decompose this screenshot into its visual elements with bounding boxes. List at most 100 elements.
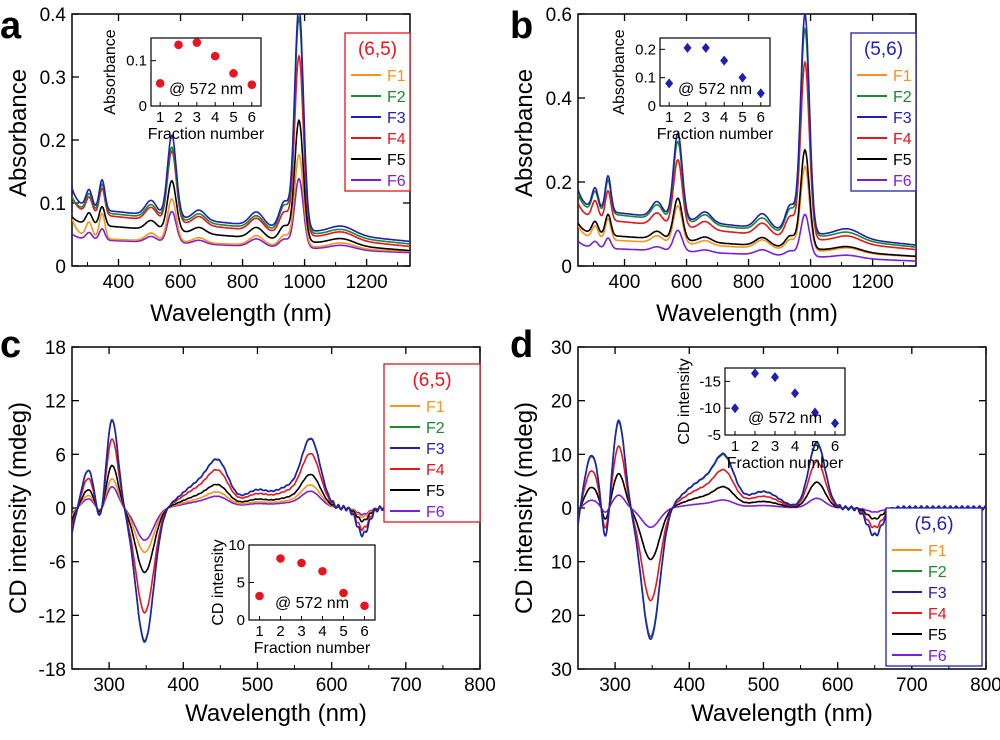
panel-letter: c xyxy=(0,324,21,366)
legend-label-F2: F2 xyxy=(928,564,947,581)
panel-letter: d xyxy=(510,324,533,366)
y-axis: -18 -12 -6 0 6 12 18 xyxy=(39,338,480,681)
inset-y-tick-label: 10 xyxy=(228,537,245,554)
inset-x-tick-label: 2 xyxy=(276,623,284,640)
inset-y-tick-label: -10 xyxy=(699,400,721,417)
y-tick-label: 0.3 xyxy=(40,68,66,89)
series-line-F5 xyxy=(72,118,410,252)
y-axis-label: Absorbance xyxy=(511,69,538,197)
inset-point xyxy=(731,403,739,414)
inset-point xyxy=(155,79,165,88)
y-tick-label: -18 xyxy=(39,660,66,681)
inset-x-tick-label: 2 xyxy=(174,109,182,126)
legend-label-F5: F5 xyxy=(426,483,445,500)
inset-point xyxy=(318,566,327,576)
inset-x-tick-label: 3 xyxy=(702,109,710,126)
y-tick-label: 0.2 xyxy=(40,131,66,152)
legend-title: (5,6) xyxy=(914,514,953,535)
inset-point xyxy=(811,407,819,418)
y-tick-label: -12 xyxy=(39,606,66,627)
inset-annotation: @ 572 nm xyxy=(275,595,349,612)
inset-frame xyxy=(150,37,262,107)
series-line-F2 xyxy=(72,15,410,245)
inset: 1 2 3 4 5 6 0 0.1 @ 572 nm Fraction number Absorba… xyxy=(102,29,265,143)
inset-x-tick-label: 4 xyxy=(211,109,219,126)
inset-x-tick-label: 6 xyxy=(757,109,765,126)
series-group xyxy=(72,14,410,254)
legend-label-F2: F2 xyxy=(387,89,406,106)
inset-y-tick-label: 0.1 xyxy=(635,70,656,87)
inset-point xyxy=(720,55,729,66)
inset-point xyxy=(229,69,238,78)
inset-x-tick-label: 5 xyxy=(229,109,237,126)
y-tick-label: 0.4 xyxy=(40,5,67,26)
x-axis: 400 600 800 1000 1200 xyxy=(593,14,905,293)
y-axis-label: CD intensity (mdeg) xyxy=(5,402,32,614)
y-tick-label: 0 xyxy=(55,499,66,520)
inset-y-tick-label: 0 xyxy=(139,98,147,115)
inset-point xyxy=(255,591,264,601)
legend-label-F5: F5 xyxy=(893,152,912,169)
legend-label-F3: F3 xyxy=(928,585,947,602)
inset-x-tick-label: 3 xyxy=(297,623,305,640)
x-tick-label: 600 xyxy=(165,272,197,293)
inset-point xyxy=(174,40,183,50)
inset-x-tick-label: 2 xyxy=(683,109,691,126)
inset-point xyxy=(360,601,369,611)
inset-x-tick-label: 3 xyxy=(771,438,779,455)
legend: (5,6) F1 F2 F3 F4 F5 F6 xyxy=(850,32,917,192)
inset: 1 2 3 4 5 6 0 0.1 0.2 @ 572 nm Fraction number Abso… xyxy=(611,29,774,143)
x-tick-label: 800 xyxy=(970,675,1000,696)
inset-point xyxy=(339,588,348,598)
x-tick-label: 1200 xyxy=(345,272,387,293)
inset-y-tick-label: -15 xyxy=(699,373,721,390)
inset-y-tick-label: -5 xyxy=(708,427,721,444)
x-tick-label: 700 xyxy=(390,675,422,696)
inset-y-tick-label: 0 xyxy=(237,612,245,629)
inset-point xyxy=(665,78,674,89)
y-tick-label: 12 xyxy=(45,392,66,413)
legend-label-F4: F4 xyxy=(387,131,406,148)
inset-x-tick-label: 3 xyxy=(193,109,201,126)
x-tick-label: 1200 xyxy=(851,272,893,293)
legend-label-F2: F2 xyxy=(893,89,912,106)
inset-point xyxy=(756,88,765,99)
inset-x-tick-label: 1 xyxy=(255,623,263,640)
legend-label-F5: F5 xyxy=(387,152,406,169)
legend-label-F5: F5 xyxy=(928,627,947,644)
inset-point xyxy=(791,388,799,399)
inset-y-label: CD intensity xyxy=(676,358,693,444)
x-axis-label: Wavelength (nm) xyxy=(185,700,367,727)
series-line-F6 xyxy=(72,177,410,254)
y-tick-label: 30 xyxy=(551,660,572,681)
x-tick-label: 300 xyxy=(93,675,125,696)
inset-point xyxy=(683,42,692,53)
inset-point xyxy=(738,72,747,83)
legend-label-F4: F4 xyxy=(426,462,445,479)
inset-y-tick-label: 0.1 xyxy=(126,53,147,70)
panel-letter: a xyxy=(0,5,22,47)
inset-point xyxy=(831,418,839,429)
inset-frame xyxy=(724,367,846,436)
series-line-F4 xyxy=(72,53,410,248)
x-axis: 300 400 500 600 700 800 xyxy=(577,347,1000,696)
y-axis-label: Absorbance xyxy=(5,69,32,197)
inset-x-tick-label: 2 xyxy=(751,438,759,455)
y-tick-label: 0 xyxy=(561,499,572,520)
x-tick-label: 500 xyxy=(242,675,274,696)
inset-frame xyxy=(248,544,376,621)
panel-d: d 300 400 500 600 700 800 30 20 10 0 10 20 30 Waveleng… xyxy=(510,324,1000,727)
x-axis-label: Wavelength (nm) xyxy=(656,300,838,327)
legend: (6,5) F1 F2 F3 F4 F5 F6 xyxy=(383,363,481,523)
legend-label-F1: F1 xyxy=(928,543,947,560)
series-line-F1 xyxy=(578,165,916,258)
inset-x-tick-label: 5 xyxy=(811,438,819,455)
series-line-F3 xyxy=(578,14,916,246)
inset-x-tick-label: 4 xyxy=(720,109,728,126)
inset-point xyxy=(276,554,285,563)
y-tick-label: 0 xyxy=(55,257,66,278)
inset-y-tick-label: 0 xyxy=(648,98,656,115)
legend-label-F3: F3 xyxy=(893,110,912,127)
inset-x-tick-label: 5 xyxy=(339,623,347,640)
